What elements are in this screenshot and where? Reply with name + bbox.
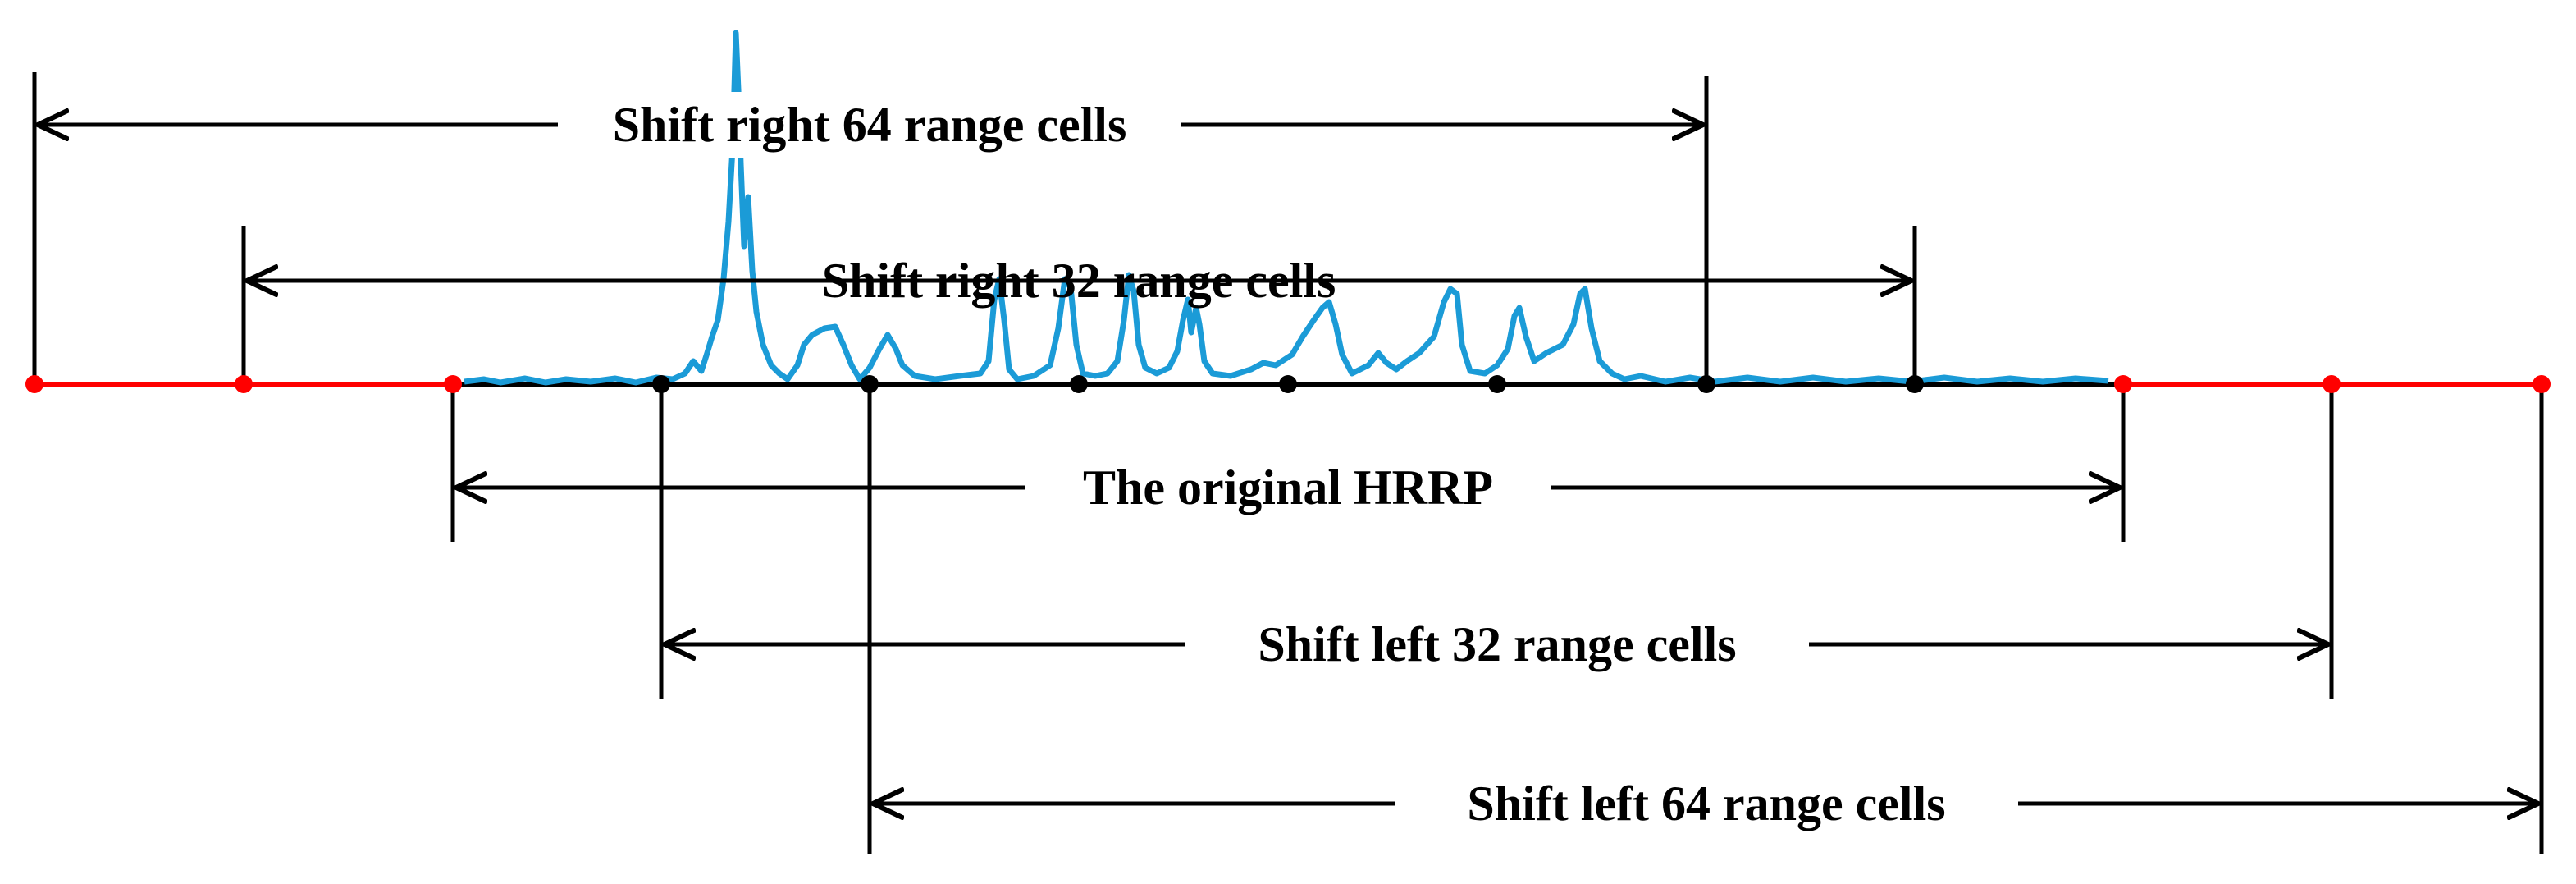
dot-black <box>1488 375 1506 393</box>
dot-red <box>235 375 253 393</box>
dot-black <box>1279 375 1297 393</box>
dot-black <box>1070 375 1088 393</box>
dot-red <box>25 375 43 393</box>
baseline-dots <box>25 375 2551 393</box>
dot-red <box>2114 375 2132 393</box>
label-original: The original HRRP <box>1083 460 1493 515</box>
label-shift-left-32: Shift left 32 range cells <box>1258 617 1736 671</box>
labels: Shift right 64 range cells Shift right 3… <box>558 92 2018 836</box>
dot-red <box>2533 375 2551 393</box>
label-shift-right-32: Shift right 32 range cells <box>822 254 1336 308</box>
dot-red <box>444 375 462 393</box>
label-shift-right-64: Shift right 64 range cells <box>613 98 1127 152</box>
dot-black <box>652 375 670 393</box>
dot-red <box>2323 375 2341 393</box>
label-shift-left-64: Shift left 64 range cells <box>1467 776 1945 831</box>
dot-black <box>1906 375 1924 393</box>
hrrp-signal <box>464 30 2109 386</box>
dot-black <box>861 375 879 393</box>
ticks <box>32 72 2544 854</box>
dot-black <box>1697 375 1715 393</box>
